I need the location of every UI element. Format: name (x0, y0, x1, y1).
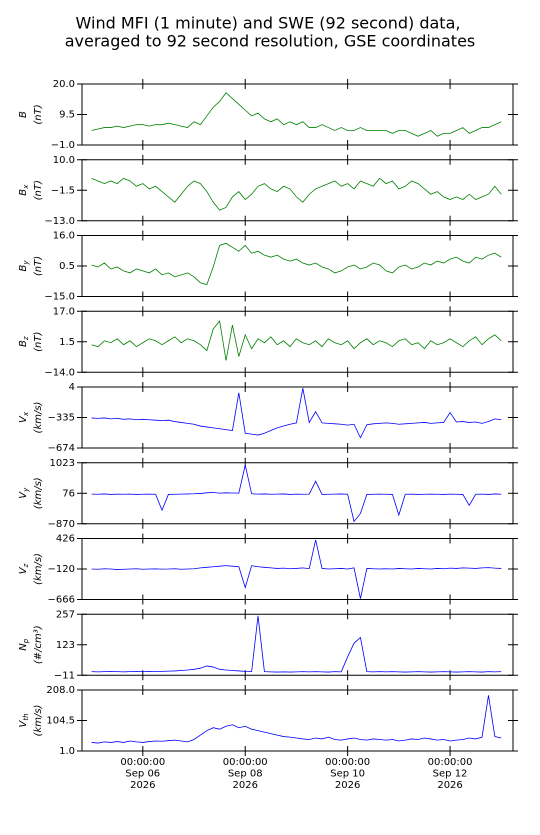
data-line (91, 465, 502, 523)
data-line (91, 695, 502, 744)
y-label-symbol: N (18, 643, 29, 651)
x-tick-label: Sep 12 (433, 769, 468, 780)
data-line (91, 92, 502, 137)
y-tick-label: 17.0 (53, 306, 75, 317)
y-label-symbol: B (18, 189, 29, 196)
y-tick-label: −120 (48, 564, 75, 575)
y-tick-label: 4 (69, 382, 75, 393)
y-axis-label: Vth (18, 713, 30, 727)
y-tick-label: 9.5 (59, 110, 75, 121)
y-tick-label: −1.5 (51, 185, 75, 196)
y-tick-label: −666 (48, 595, 75, 606)
x-tick-label: 00:00:00 (428, 757, 473, 768)
y-tick-label: −13.0 (44, 216, 75, 227)
y-axis-label: Np (18, 638, 30, 650)
y-label-subscript: y (22, 260, 30, 266)
y-tick-label: 1023 (50, 458, 75, 469)
y-tick-label: 10.0 (53, 155, 75, 166)
y-label-symbol: V (18, 566, 29, 574)
y-label-symbol: V (18, 415, 29, 423)
y-tick-label: −870 (48, 519, 75, 530)
y-axis-unit: (km/s) (33, 477, 44, 509)
data-line (91, 539, 502, 599)
y-axis-unit: (km/s) (33, 553, 44, 585)
y-axis-unit: (nT) (33, 104, 44, 124)
y-tick-label: 257 (56, 609, 75, 620)
y-axis-label: Vz (18, 563, 30, 574)
axis-frame (81, 235, 514, 297)
y-label-subscript: th (22, 713, 30, 720)
y-axis-label: Bz (18, 336, 30, 347)
y-label-subscript: z (22, 563, 30, 568)
x-tick-label: 00:00:00 (120, 757, 165, 768)
axis-frame (81, 462, 514, 525)
axis-frame (81, 310, 514, 373)
y-tick-label: 208.0 (46, 685, 75, 696)
x-tick-label: Sep 08 (228, 769, 263, 780)
y-axis-label: Vy (18, 487, 30, 499)
data-line (91, 320, 502, 361)
y-axis-label: B (18, 111, 29, 118)
y-axis-label: Vx (18, 411, 30, 423)
y-label-symbol: V (18, 491, 29, 499)
data-line (91, 615, 502, 673)
x-tick-label: 2026 (232, 780, 257, 791)
y-tick-label: 1.0 (59, 746, 75, 757)
y-label-symbol: B (18, 111, 29, 118)
y-tick-label: −14.0 (44, 367, 75, 378)
x-tick-label: 00:00:00 (325, 757, 370, 768)
y-axis-unit: (km/s) (33, 402, 44, 434)
x-tick-label: 2026 (437, 780, 462, 791)
y-tick-label: 16.0 (53, 231, 75, 242)
data-line (91, 388, 502, 439)
y-label-subscript: x (22, 184, 30, 190)
y-label-subscript: x (22, 411, 30, 417)
x-tick-label: 00:00:00 (223, 757, 268, 768)
y-tick-label: 1.5 (59, 337, 75, 348)
y-tick-label: 426 (56, 534, 75, 545)
y-axis-unit: (nT) (33, 332, 44, 352)
x-tick-label: 2026 (335, 780, 360, 791)
y-tick-label: −1.0 (51, 140, 75, 151)
data-line (91, 242, 502, 286)
y-axis-unit: (nT) (33, 180, 44, 200)
y-label-symbol: V (18, 720, 29, 728)
y-tick-label: −15.0 (44, 292, 75, 303)
y-tick-label: −11 (54, 670, 75, 681)
y-tick-label: 20.0 (53, 79, 75, 90)
y-label-subscript: y (22, 487, 30, 493)
y-tick-label: 104.5 (46, 716, 75, 727)
axis-frame (81, 83, 514, 146)
y-label-subscript: z (22, 336, 30, 341)
y-axis-label: Bx (18, 184, 30, 196)
y-label-symbol: B (18, 340, 29, 347)
y-tick-label: −674 (48, 443, 75, 454)
y-axis-unit: (km/s) (33, 705, 44, 737)
axis-frame (81, 159, 514, 222)
data-line (91, 177, 502, 211)
chart-title: Wind MFI (1 minute) and SWE (92 second) … (76, 14, 461, 33)
y-tick-label: −335 (48, 413, 75, 424)
y-axis-unit: (#/cm³) (33, 625, 44, 664)
y-tick-label: 76 (62, 488, 75, 499)
x-tick-label: Sep 10 (330, 769, 365, 780)
y-tick-label: 0.5 (59, 261, 75, 272)
axis-frame (81, 613, 514, 676)
y-label-subscript: p (22, 638, 30, 644)
y-tick-label: 123 (56, 640, 75, 651)
chart-title: averaged to 92 second resolution, GSE co… (65, 32, 476, 51)
x-tick-label: Sep 06 (125, 769, 160, 780)
y-label-symbol: B (18, 265, 29, 272)
x-tick-label: 2026 (130, 780, 155, 791)
y-axis-unit: (nT) (33, 256, 44, 276)
y-axis-label: By (18, 260, 30, 272)
